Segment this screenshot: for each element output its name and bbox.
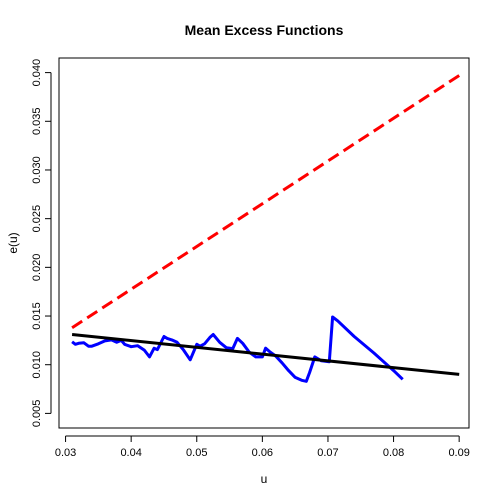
- y-axis-label: e(u): [6, 232, 20, 253]
- y-tick-label: 0.025: [31, 205, 43, 233]
- x-tick-label: 0.09: [448, 447, 469, 459]
- series-line-3: [71, 74, 461, 329]
- x-tick-label: 0.05: [186, 447, 207, 459]
- y-tick-label: 0.005: [31, 400, 43, 428]
- x-tick-label: 0.07: [317, 447, 338, 459]
- y-tick-label: 0.015: [31, 302, 43, 330]
- y-tick-label: 0.040: [31, 59, 43, 87]
- y-tick-label: 0.010: [31, 351, 43, 379]
- y-tick-label: 0.030: [31, 156, 43, 184]
- y-axis: 0.005 0.010 0.015 0.020 0.025 0.030 0.035 0.040: [31, 59, 52, 428]
- series-line-1: [71, 315, 404, 383]
- series-line-2: [71, 333, 460, 376]
- plot-area-frame: [58, 57, 470, 429]
- y-tick-label: 0.020: [31, 254, 43, 282]
- series-layer: [71, 74, 461, 383]
- x-axis-label: u: [261, 472, 268, 486]
- x-axis: 0.03 0.04 0.05 0.06 0.07 0.08 0.09: [55, 435, 470, 459]
- x-tick-label: 0.06: [252, 447, 273, 459]
- y-tick-label: 0.035: [31, 108, 43, 136]
- x-tick-label: 0.08: [383, 447, 404, 459]
- chart-title: Mean Excess Functions: [185, 22, 344, 38]
- x-tick-label: 0.03: [55, 447, 76, 459]
- x-tick-label: 0.04: [120, 447, 141, 459]
